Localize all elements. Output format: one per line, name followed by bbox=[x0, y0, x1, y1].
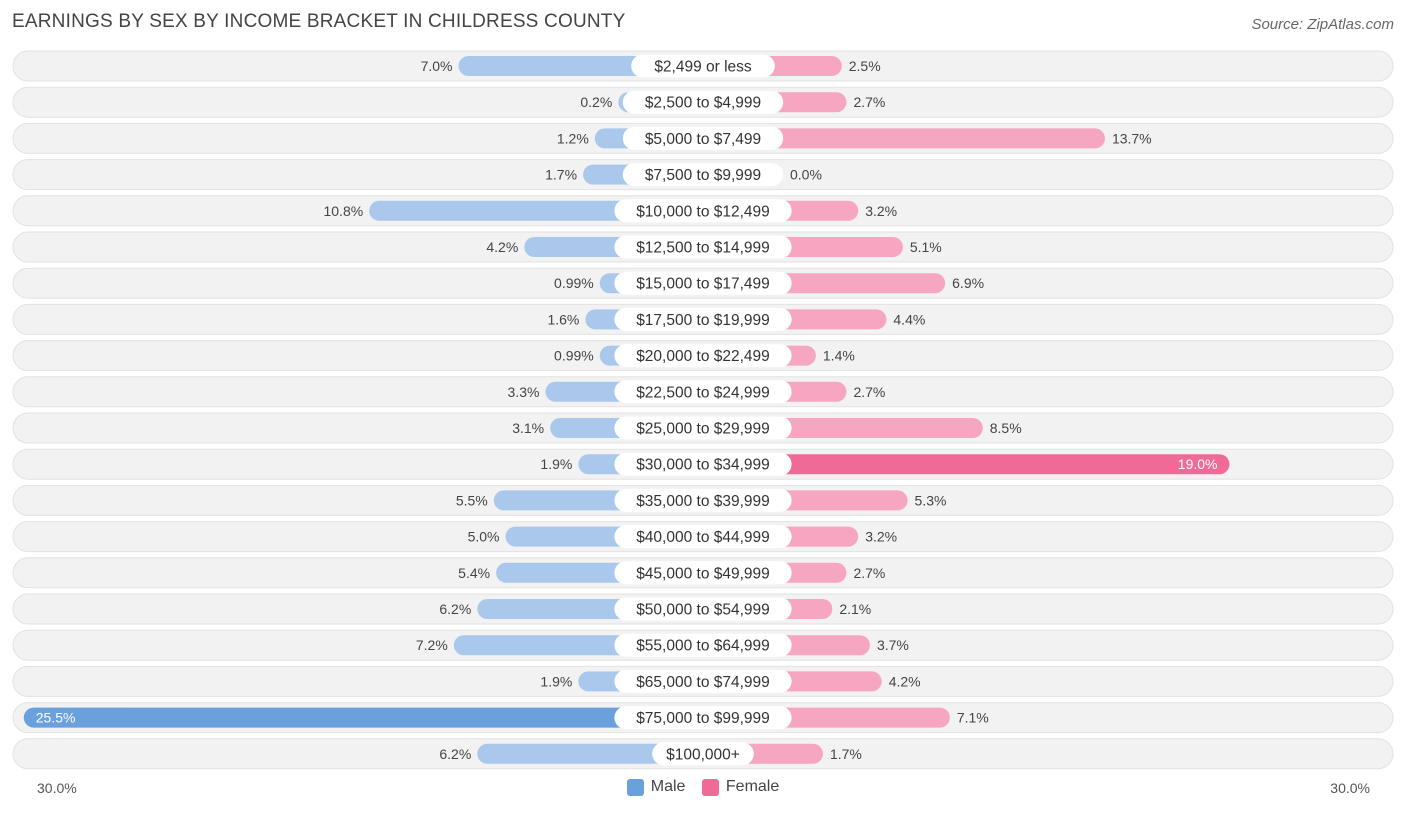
category-label: $2,500 to $4,999 bbox=[645, 95, 761, 112]
category-label-pill bbox=[622, 163, 784, 187]
bar-female bbox=[703, 454, 1230, 475]
category-label-pill bbox=[614, 488, 792, 512]
value-label-female: 1.4% bbox=[823, 348, 855, 364]
category-label-pill bbox=[652, 742, 754, 766]
category-label-pill bbox=[614, 669, 792, 693]
category-label: $10,000 to $12,499 bbox=[636, 203, 770, 220]
category-label: $22,500 to $24,999 bbox=[636, 384, 770, 401]
value-label-male: 1.7% bbox=[545, 167, 577, 183]
value-label-male: 5.0% bbox=[468, 529, 500, 545]
value-label-female: 2.7% bbox=[853, 565, 885, 581]
value-label-male: 7.2% bbox=[416, 637, 448, 653]
value-label-male: 6.2% bbox=[439, 746, 471, 762]
value-label-male: 0.2% bbox=[580, 94, 612, 110]
value-label-male: 1.9% bbox=[540, 456, 572, 472]
category-label: $45,000 to $49,999 bbox=[636, 565, 770, 582]
value-label-female: 3.2% bbox=[865, 529, 897, 545]
value-label-female: 7.1% bbox=[957, 710, 989, 726]
category-label-pill bbox=[614, 525, 792, 549]
category-label: $20,000 to $22,499 bbox=[636, 348, 770, 365]
value-label-male: 3.3% bbox=[508, 384, 540, 400]
category-label: $40,000 to $44,999 bbox=[636, 529, 770, 546]
category-label: $5,000 to $7,499 bbox=[645, 131, 761, 148]
value-label-female: 2.7% bbox=[853, 384, 885, 400]
value-label-male: 7.0% bbox=[421, 58, 453, 74]
value-label-female: 0.0% bbox=[790, 167, 822, 183]
category-label: $7,500 to $9,999 bbox=[645, 167, 761, 184]
legend-item-male[interactable]: Male bbox=[626, 778, 686, 796]
value-label-male: 0.99% bbox=[554, 275, 594, 291]
value-label-male: 0.99% bbox=[554, 348, 594, 364]
category-label-pill bbox=[614, 380, 792, 404]
category-label-pill bbox=[614, 271, 792, 295]
category-label-pill bbox=[622, 126, 784, 150]
category-label-pill bbox=[614, 561, 792, 585]
value-label-female: 5.1% bbox=[910, 239, 942, 255]
value-label-female: 13.7% bbox=[1112, 130, 1152, 146]
value-label-male: 5.4% bbox=[458, 565, 490, 581]
axis-right-label: 30.0% bbox=[1330, 780, 1370, 796]
legend-item-female[interactable]: Female bbox=[701, 778, 780, 796]
legend-label-male: Male bbox=[650, 778, 686, 795]
category-label: $25,000 to $29,999 bbox=[636, 421, 770, 438]
legend-swatch-male bbox=[626, 778, 644, 796]
value-label-male: 25.5% bbox=[36, 710, 76, 726]
legend: Male Female bbox=[0, 778, 1406, 801]
value-label-male: 1.9% bbox=[540, 673, 572, 689]
value-label-female: 5.3% bbox=[915, 492, 947, 508]
value-label-female: 3.7% bbox=[877, 637, 909, 653]
category-label-pill bbox=[614, 199, 792, 223]
category-label-pill bbox=[614, 633, 792, 657]
chart-source: Source: ZipAtlas.com bbox=[1251, 16, 1394, 33]
category-label-pill bbox=[614, 452, 792, 476]
legend-label-female: Female bbox=[725, 778, 780, 795]
category-label: $75,000 to $99,999 bbox=[636, 710, 770, 727]
chart-title: EARNINGS BY SEX BY INCOME BRACKET IN CHI… bbox=[12, 11, 626, 32]
value-label-male: 1.2% bbox=[557, 130, 589, 146]
category-label: $35,000 to $39,999 bbox=[636, 493, 770, 510]
category-label: $50,000 to $54,999 bbox=[636, 602, 770, 619]
axis-left-label: 30.0% bbox=[37, 780, 77, 796]
value-label-female: 19.0% bbox=[1178, 456, 1218, 472]
category-label: $30,000 to $34,999 bbox=[636, 457, 770, 474]
category-label-pill bbox=[614, 344, 792, 368]
value-label-female: 2.1% bbox=[839, 601, 871, 617]
value-label-female: 6.9% bbox=[952, 275, 984, 291]
category-label-pill bbox=[631, 54, 775, 78]
category-label-pill bbox=[614, 307, 792, 331]
value-label-male: 3.1% bbox=[512, 420, 544, 436]
category-label-pill bbox=[614, 416, 792, 440]
legend-swatch-female bbox=[701, 778, 719, 796]
value-label-male: 4.2% bbox=[486, 239, 518, 255]
value-label-male: 10.8% bbox=[323, 203, 363, 219]
category-label: $65,000 to $74,999 bbox=[636, 674, 770, 691]
bar-male bbox=[477, 743, 703, 764]
value-label-female: 8.5% bbox=[990, 420, 1022, 436]
category-label-pill bbox=[614, 597, 792, 621]
category-label-pill bbox=[614, 706, 792, 730]
value-label-female: 1.7% bbox=[830, 746, 862, 762]
value-label-female: 2.5% bbox=[849, 58, 881, 74]
category-label-pill bbox=[622, 90, 784, 114]
value-label-male: 5.5% bbox=[456, 492, 488, 508]
category-label: $100,000+ bbox=[666, 746, 740, 763]
value-label-male: 6.2% bbox=[439, 601, 471, 617]
value-label-female: 3.2% bbox=[865, 203, 897, 219]
value-label-female: 2.7% bbox=[853, 94, 885, 110]
bar-female bbox=[703, 128, 1105, 149]
category-label: $15,000 to $17,499 bbox=[636, 276, 770, 293]
value-label-female: 4.4% bbox=[893, 311, 925, 327]
category-label: $2,499 or less bbox=[654, 59, 752, 76]
category-label: $17,500 to $19,999 bbox=[636, 312, 770, 329]
category-label: $12,500 to $14,999 bbox=[636, 240, 770, 257]
category-label: $55,000 to $64,999 bbox=[636, 638, 770, 655]
category-label-pill bbox=[614, 235, 792, 259]
value-label-male: 1.6% bbox=[547, 311, 579, 327]
value-label-female: 4.2% bbox=[889, 673, 921, 689]
bar-male bbox=[23, 707, 703, 728]
